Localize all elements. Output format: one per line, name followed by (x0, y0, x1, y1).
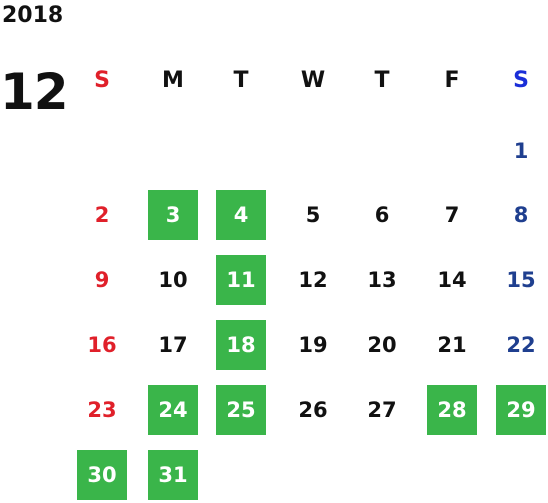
calendar-day-20[interactable]: 20 (367, 333, 397, 357)
calendar-day-25[interactable]: 25 (216, 385, 266, 435)
calendar-day-26[interactable]: 26 (298, 398, 328, 422)
calendar-day-12[interactable]: 12 (298, 268, 328, 292)
calendar-day-21[interactable]: 21 (437, 333, 467, 357)
calendar-day-4[interactable]: 4 (216, 190, 266, 240)
calendar-day-28[interactable]: 28 (427, 385, 477, 435)
calendar-day-15[interactable]: 15 (506, 268, 536, 292)
calendar-day-24[interactable]: 24 (148, 385, 198, 435)
calendar-day-7[interactable]: 7 (444, 203, 460, 227)
calendar-day-19[interactable]: 19 (298, 333, 328, 357)
calendar-day-10[interactable]: 10 (158, 268, 188, 292)
calendar-month: 12 (0, 63, 69, 121)
weekday-header: T (374, 67, 390, 93)
calendar-day-23[interactable]: 23 (87, 398, 117, 422)
calendar-day-13[interactable]: 13 (367, 268, 397, 292)
calendar-day-8[interactable]: 8 (513, 203, 529, 227)
weekday-header: F (444, 67, 460, 93)
calendar-day-17[interactable]: 17 (158, 333, 188, 357)
calendar-day-2[interactable]: 2 (94, 203, 110, 227)
calendar-day-3[interactable]: 3 (148, 190, 198, 240)
calendar-day-5[interactable]: 5 (305, 203, 321, 227)
weekday-header: S (513, 67, 529, 93)
calendar-day-31[interactable]: 31 (148, 450, 198, 500)
calendar-day-29[interactable]: 29 (496, 385, 546, 435)
weekday-header: W (300, 67, 326, 93)
calendar-day-16[interactable]: 16 (87, 333, 117, 357)
weekday-header: T (233, 67, 249, 93)
calendar-day-22[interactable]: 22 (506, 333, 536, 357)
calendar-day-11[interactable]: 11 (216, 255, 266, 305)
calendar-day-14[interactable]: 14 (437, 268, 467, 292)
calendar-year: 2018 (2, 3, 64, 28)
calendar-day-30[interactable]: 30 (77, 450, 127, 500)
calendar-day-18[interactable]: 18 (216, 320, 266, 370)
calendar-day-1[interactable]: 1 (513, 139, 529, 163)
calendar-day-9[interactable]: 9 (94, 268, 110, 292)
calendar-day-27[interactable]: 27 (367, 398, 397, 422)
weekday-header: S (94, 67, 110, 93)
calendar-day-6[interactable]: 6 (374, 203, 390, 227)
weekday-header: M (162, 67, 184, 93)
